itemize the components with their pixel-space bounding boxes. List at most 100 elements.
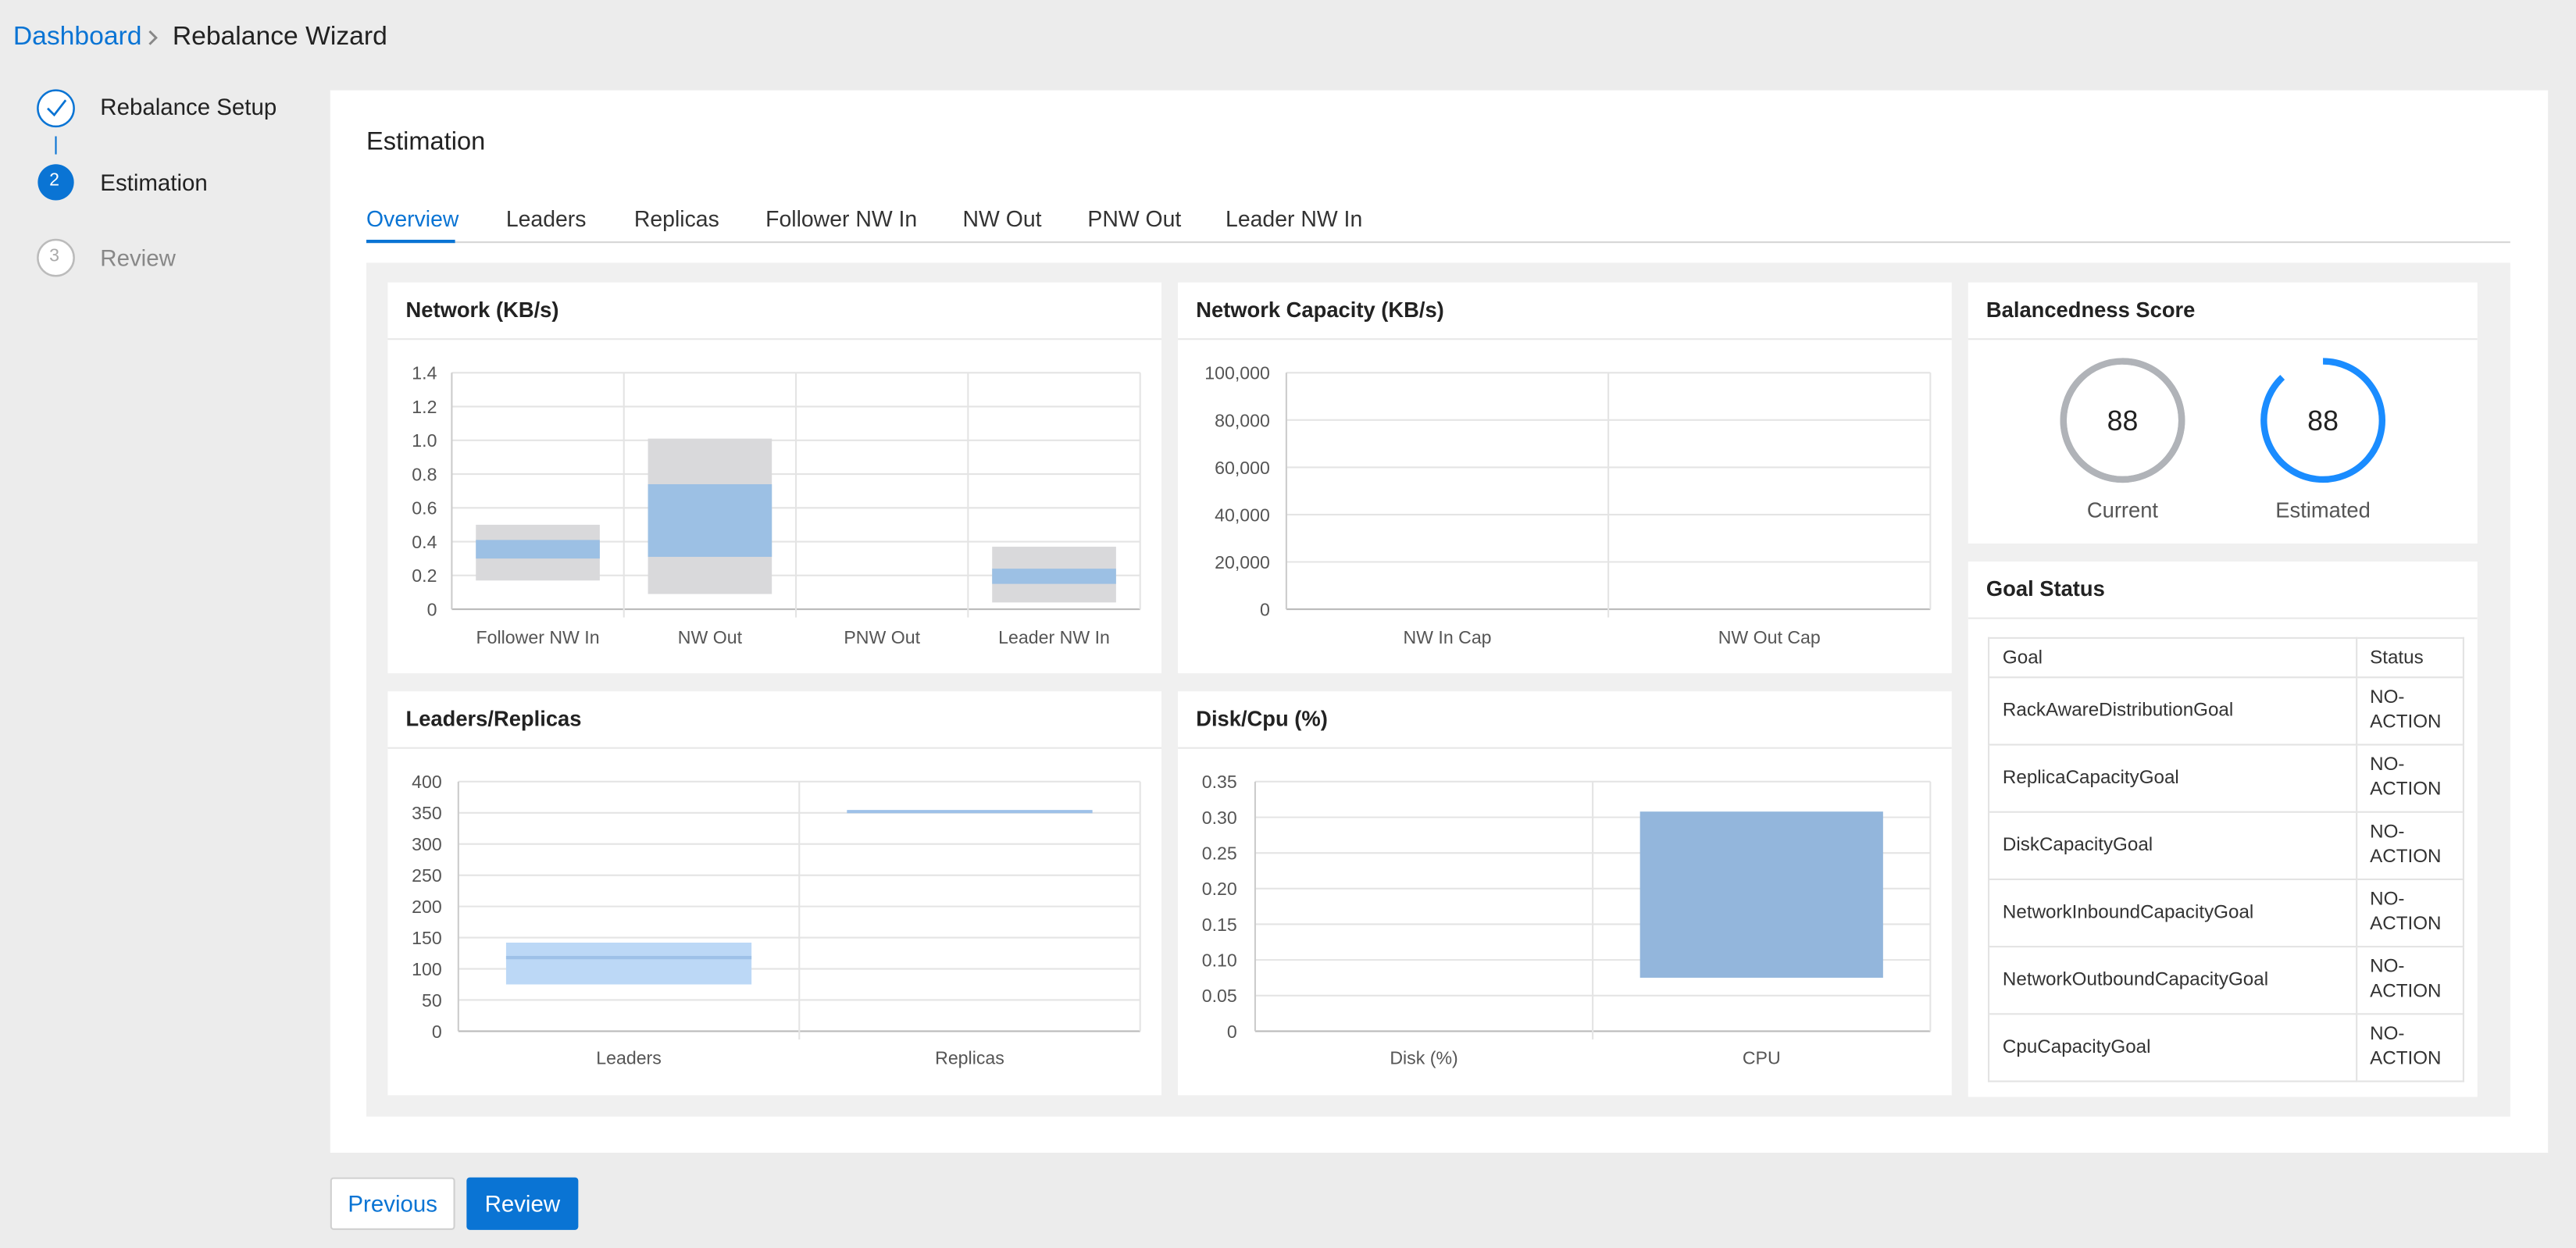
table-row: NetworkOutboundCapacityGoal NO-ACTION	[1987, 946, 2464, 1015]
goal-cell: ReplicaCapacityGoal	[1987, 743, 2357, 813]
tab-rule	[366, 241, 2510, 244]
x-tick-label: Leaders	[596, 1047, 662, 1068]
step-number: 2	[49, 170, 59, 191]
x-tick-label: NW Out Cap	[1718, 627, 1821, 647]
y-tick-label: 400	[412, 772, 442, 792]
goal-table: Goal Status RackAwareDistributionGoal NO-A…	[1987, 636, 2464, 1082]
goal-cell: NetworkInboundCapacityGoal	[1987, 878, 2357, 948]
step-label: Estimation	[100, 169, 208, 196]
y-tick-label: 1.0	[412, 430, 437, 451]
gauge-arc	[2260, 358, 2385, 483]
y-tick-label: 0.05	[1202, 986, 1237, 1006]
y-tick-label: 0.35	[1202, 772, 1237, 792]
status-cell: NO-ACTION	[2355, 743, 2464, 813]
score-card: Balancedness Score	[1968, 282, 2478, 544]
card-title: Balancedness Score	[1986, 297, 2196, 323]
y-tick-label: 0.20	[1202, 879, 1237, 899]
tab[interactable]: Leaders	[505, 206, 587, 232]
gauge-label: Estimated	[2275, 497, 2371, 522]
review-button[interactable]: Review	[466, 1177, 579, 1230]
table-row: NetworkInboundCapacityGoal NO-ACTION	[1987, 878, 2464, 948]
tab[interactable]: Follower NW In	[765, 206, 918, 232]
gauge-arc	[2060, 358, 2185, 483]
y-tick-label: 0	[1260, 599, 1270, 619]
column-header: Goal	[1987, 636, 2357, 679]
tab[interactable]: NW Out	[962, 206, 1042, 232]
breadcrumb-current: Rebalance Wizard	[172, 23, 387, 52]
chart-title: Network Capacity (KB/s)	[1196, 297, 1444, 323]
goal-cell: DiskCapacityGoal	[1987, 811, 2357, 880]
card-title: Goal Status	[1986, 576, 2105, 601]
goal-cell: CpuCapacityGoal	[1987, 1013, 2357, 1082]
y-tick-label: 0.2	[412, 565, 437, 586]
table-row: RackAwareDistributionGoal NO-ACTION	[1987, 676, 2464, 746]
y-tick-label: 0.30	[1202, 808, 1237, 828]
y-tick-label: 60,000	[1215, 458, 1270, 478]
chart-title: Leaders/Replicas	[405, 706, 582, 731]
y-tick-label: 150	[412, 928, 442, 948]
x-tick-label: CPU	[1743, 1047, 1781, 1068]
y-tick-label: 0	[1227, 1022, 1237, 1042]
y-tick-label: 100,000	[1204, 363, 1270, 383]
x-tick-label: Replicas	[935, 1047, 1004, 1068]
goal-card: Goal Status Goal Status RackAwareDistribu…	[1968, 562, 2478, 1097]
y-tick-label: 0.10	[1202, 950, 1237, 971]
table-row: DiskCapacityGoal NO-ACTION	[1987, 811, 2464, 880]
box	[476, 540, 600, 559]
panel-title: Estimation	[366, 128, 486, 156]
step-number: 3	[49, 246, 59, 266]
chart-card: Leaders/Replicas	[387, 691, 1162, 1096]
range-bar	[505, 942, 752, 985]
tab[interactable]: Overview	[366, 206, 459, 232]
y-tick-label: 0.6	[412, 498, 437, 519]
gauge-label: Current	[2087, 497, 2159, 522]
tab[interactable]: PNW Out	[1087, 206, 1182, 232]
chart-card: Network Capacity (KB/s)	[1178, 282, 1952, 674]
gauge-value: 88	[2107, 405, 2139, 437]
y-tick-label: 250	[412, 865, 442, 886]
chart-title: Disk/Cpu (%)	[1196, 706, 1328, 731]
x-tick-label: Follower NW In	[476, 627, 600, 647]
y-tick-label: 80,000	[1215, 410, 1270, 430]
breadcrumb-chevron	[148, 30, 158, 45]
goal-cell: RackAwareDistributionGoal	[1987, 676, 2357, 746]
y-tick-label: 200	[412, 897, 442, 917]
stepper-icons	[37, 89, 75, 277]
status-cell: NO-ACTION	[2355, 1013, 2464, 1082]
x-tick-label: PNW Out	[844, 627, 920, 647]
y-tick-label: 20,000	[1215, 552, 1270, 572]
tab[interactable]: Leader NW In	[1226, 206, 1363, 232]
x-tick-label: NW In Cap	[1403, 627, 1491, 647]
y-tick-label: 1.4	[412, 363, 437, 383]
tab[interactable]: Replicas	[633, 206, 719, 232]
previous-button[interactable]: Previous	[330, 1177, 455, 1230]
y-tick-label: 50	[422, 990, 442, 1011]
status-cell: NO-ACTION	[2355, 946, 2464, 1015]
x-tick-label: NW Out	[678, 627, 743, 647]
x-tick-label: Disk (%)	[1390, 1047, 1457, 1068]
chart-card: Network (KB/s)	[387, 282, 1162, 674]
box	[992, 569, 1116, 584]
y-tick-label: 0.8	[412, 464, 437, 484]
y-tick-label: 40,000	[1215, 505, 1270, 525]
y-tick-label: 100	[412, 959, 442, 979]
y-tick-label: 1.2	[412, 397, 437, 417]
table-row: ReplicaCapacityGoal NO-ACTION	[1987, 743, 2464, 813]
y-tick-label: 0	[432, 1022, 442, 1042]
y-tick-label: 0.15	[1202, 915, 1237, 935]
status-cell: NO-ACTION	[2355, 878, 2464, 948]
step-label: Review	[100, 244, 176, 271]
status-cell: NO-ACTION	[2355, 811, 2464, 880]
breadcrumb-link[interactable]: Dashboard	[12, 23, 142, 52]
y-tick-label: 0.4	[412, 532, 437, 552]
x-tick-label: Leader NW In	[998, 627, 1110, 647]
gauge-value: 88	[2307, 405, 2339, 437]
step-label[interactable]: Rebalance Setup	[100, 93, 277, 120]
column-header: Status	[2355, 636, 2464, 679]
y-tick-label: 0	[427, 599, 437, 619]
y-tick-label: 0.25	[1202, 843, 1237, 864]
goal-cell: NetworkOutboundCapacityGoal	[1987, 946, 2357, 1015]
